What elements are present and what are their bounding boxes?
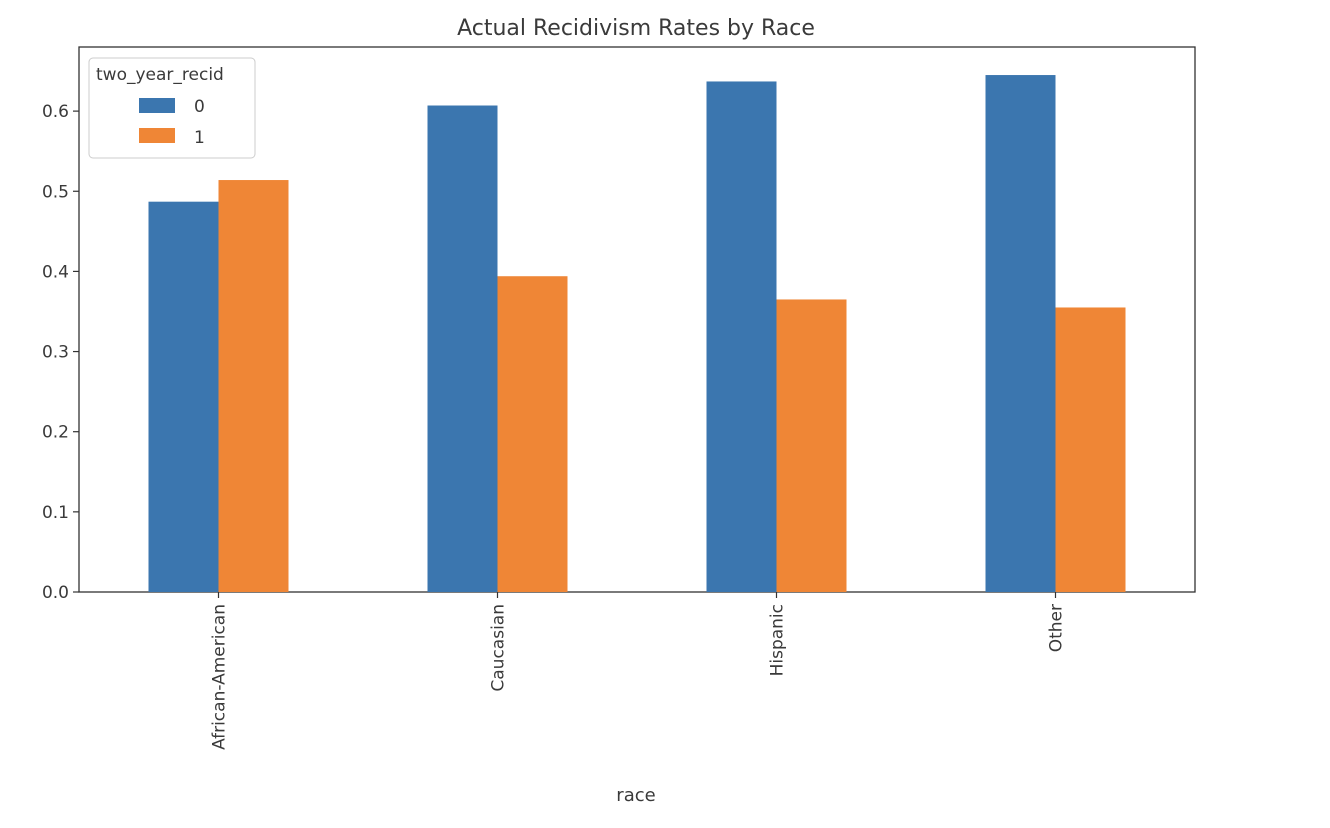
legend-title: two_year_recid — [96, 65, 224, 85]
y-tick-label: 0.5 — [42, 182, 69, 202]
x-tick-label: Other — [1047, 604, 1067, 652]
bar-hispanic-series-1 — [776, 299, 847, 592]
y-tick-label: 0.3 — [42, 343, 69, 363]
legend: two_year_recid 0 1 — [88, 57, 256, 159]
y-tick-label: 0.2 — [42, 423, 69, 443]
x-axis: African-American Caucasian Hispanic Other — [210, 592, 1067, 750]
legend-label-1: 1 — [194, 128, 205, 148]
y-tick-label: 0.4 — [42, 262, 69, 282]
chart-title: Actual Recidivism Rates by Race — [457, 16, 815, 41]
x-tick-label: Caucasian — [489, 604, 509, 692]
bar-other-series-1 — [1055, 307, 1126, 592]
x-tick-label: African-American — [210, 604, 230, 750]
legend-swatch-0 — [139, 98, 175, 113]
plot-area — [78, 46, 1196, 593]
bar-caucasian-series-0 — [427, 105, 498, 592]
bar-african-american-series-0 — [148, 201, 219, 592]
bar-caucasian-series-1 — [497, 276, 568, 592]
y-axis: 0.0 0.1 0.2 0.3 0.4 0.5 0.6 — [42, 102, 79, 603]
legend-swatch-1 — [139, 128, 175, 143]
y-tick-label: 0.1 — [42, 503, 69, 523]
bars-group — [148, 75, 1126, 593]
x-axis-title: race — [616, 785, 655, 806]
y-tick-label: 0.0 — [42, 583, 69, 603]
y-tick-label: 0.6 — [42, 102, 69, 122]
x-tick-label: Hispanic — [768, 604, 788, 676]
bar-african-american-series-1 — [218, 180, 289, 592]
legend-label-0: 0 — [194, 97, 205, 117]
bar-hispanic-series-0 — [706, 81, 777, 593]
bar-other-series-0 — [985, 75, 1056, 593]
plot-frame — [78, 46, 1196, 593]
